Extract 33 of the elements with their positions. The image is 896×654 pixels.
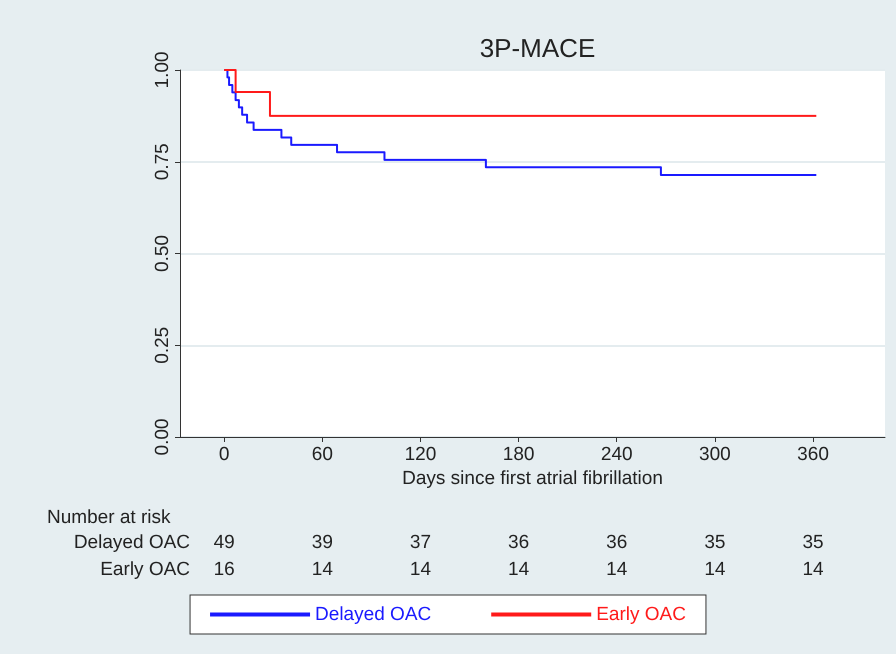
x-axis-title: Days since first atrial fibrillation [402,468,663,489]
y-tick-label: 0.50 [152,235,173,272]
text: 49 [214,532,235,553]
y-tick-label: 0.00 [152,418,173,456]
text: 14 [312,559,334,580]
text: 36 [508,532,530,553]
text: 14 [606,559,628,580]
text: 14 [802,559,824,580]
x-tick-label: 300 [699,444,731,465]
text: 35 [704,532,726,553]
text: Delayed OAC [315,604,432,625]
y-tick-label: 0.25 [152,326,173,364]
x-tick-label: 360 [797,444,829,465]
text: 14 [704,559,726,580]
text: 37 [410,532,432,553]
x-tick-label: 0 [218,444,230,465]
text: 39 [312,532,333,553]
text: Number at risk [47,507,172,528]
x-tick-label: 120 [404,444,436,465]
text: Early OAC [596,604,686,625]
y-tick-label: 0.75 [152,143,173,180]
x-tick-label: 60 [312,444,333,465]
text: Delayed OAC [74,532,190,553]
y-tick-label: 1.00 [152,52,173,88]
chart-title: 3P-MACE [480,33,596,63]
text: 35 [802,532,824,553]
x-tick-label: 240 [600,444,633,465]
text: 36 [606,532,628,553]
text: Early OAC [100,559,190,580]
text: 14 [508,559,530,580]
text: 16 [214,559,235,580]
text: 14 [410,559,432,580]
x-tick-label: 180 [502,444,534,465]
